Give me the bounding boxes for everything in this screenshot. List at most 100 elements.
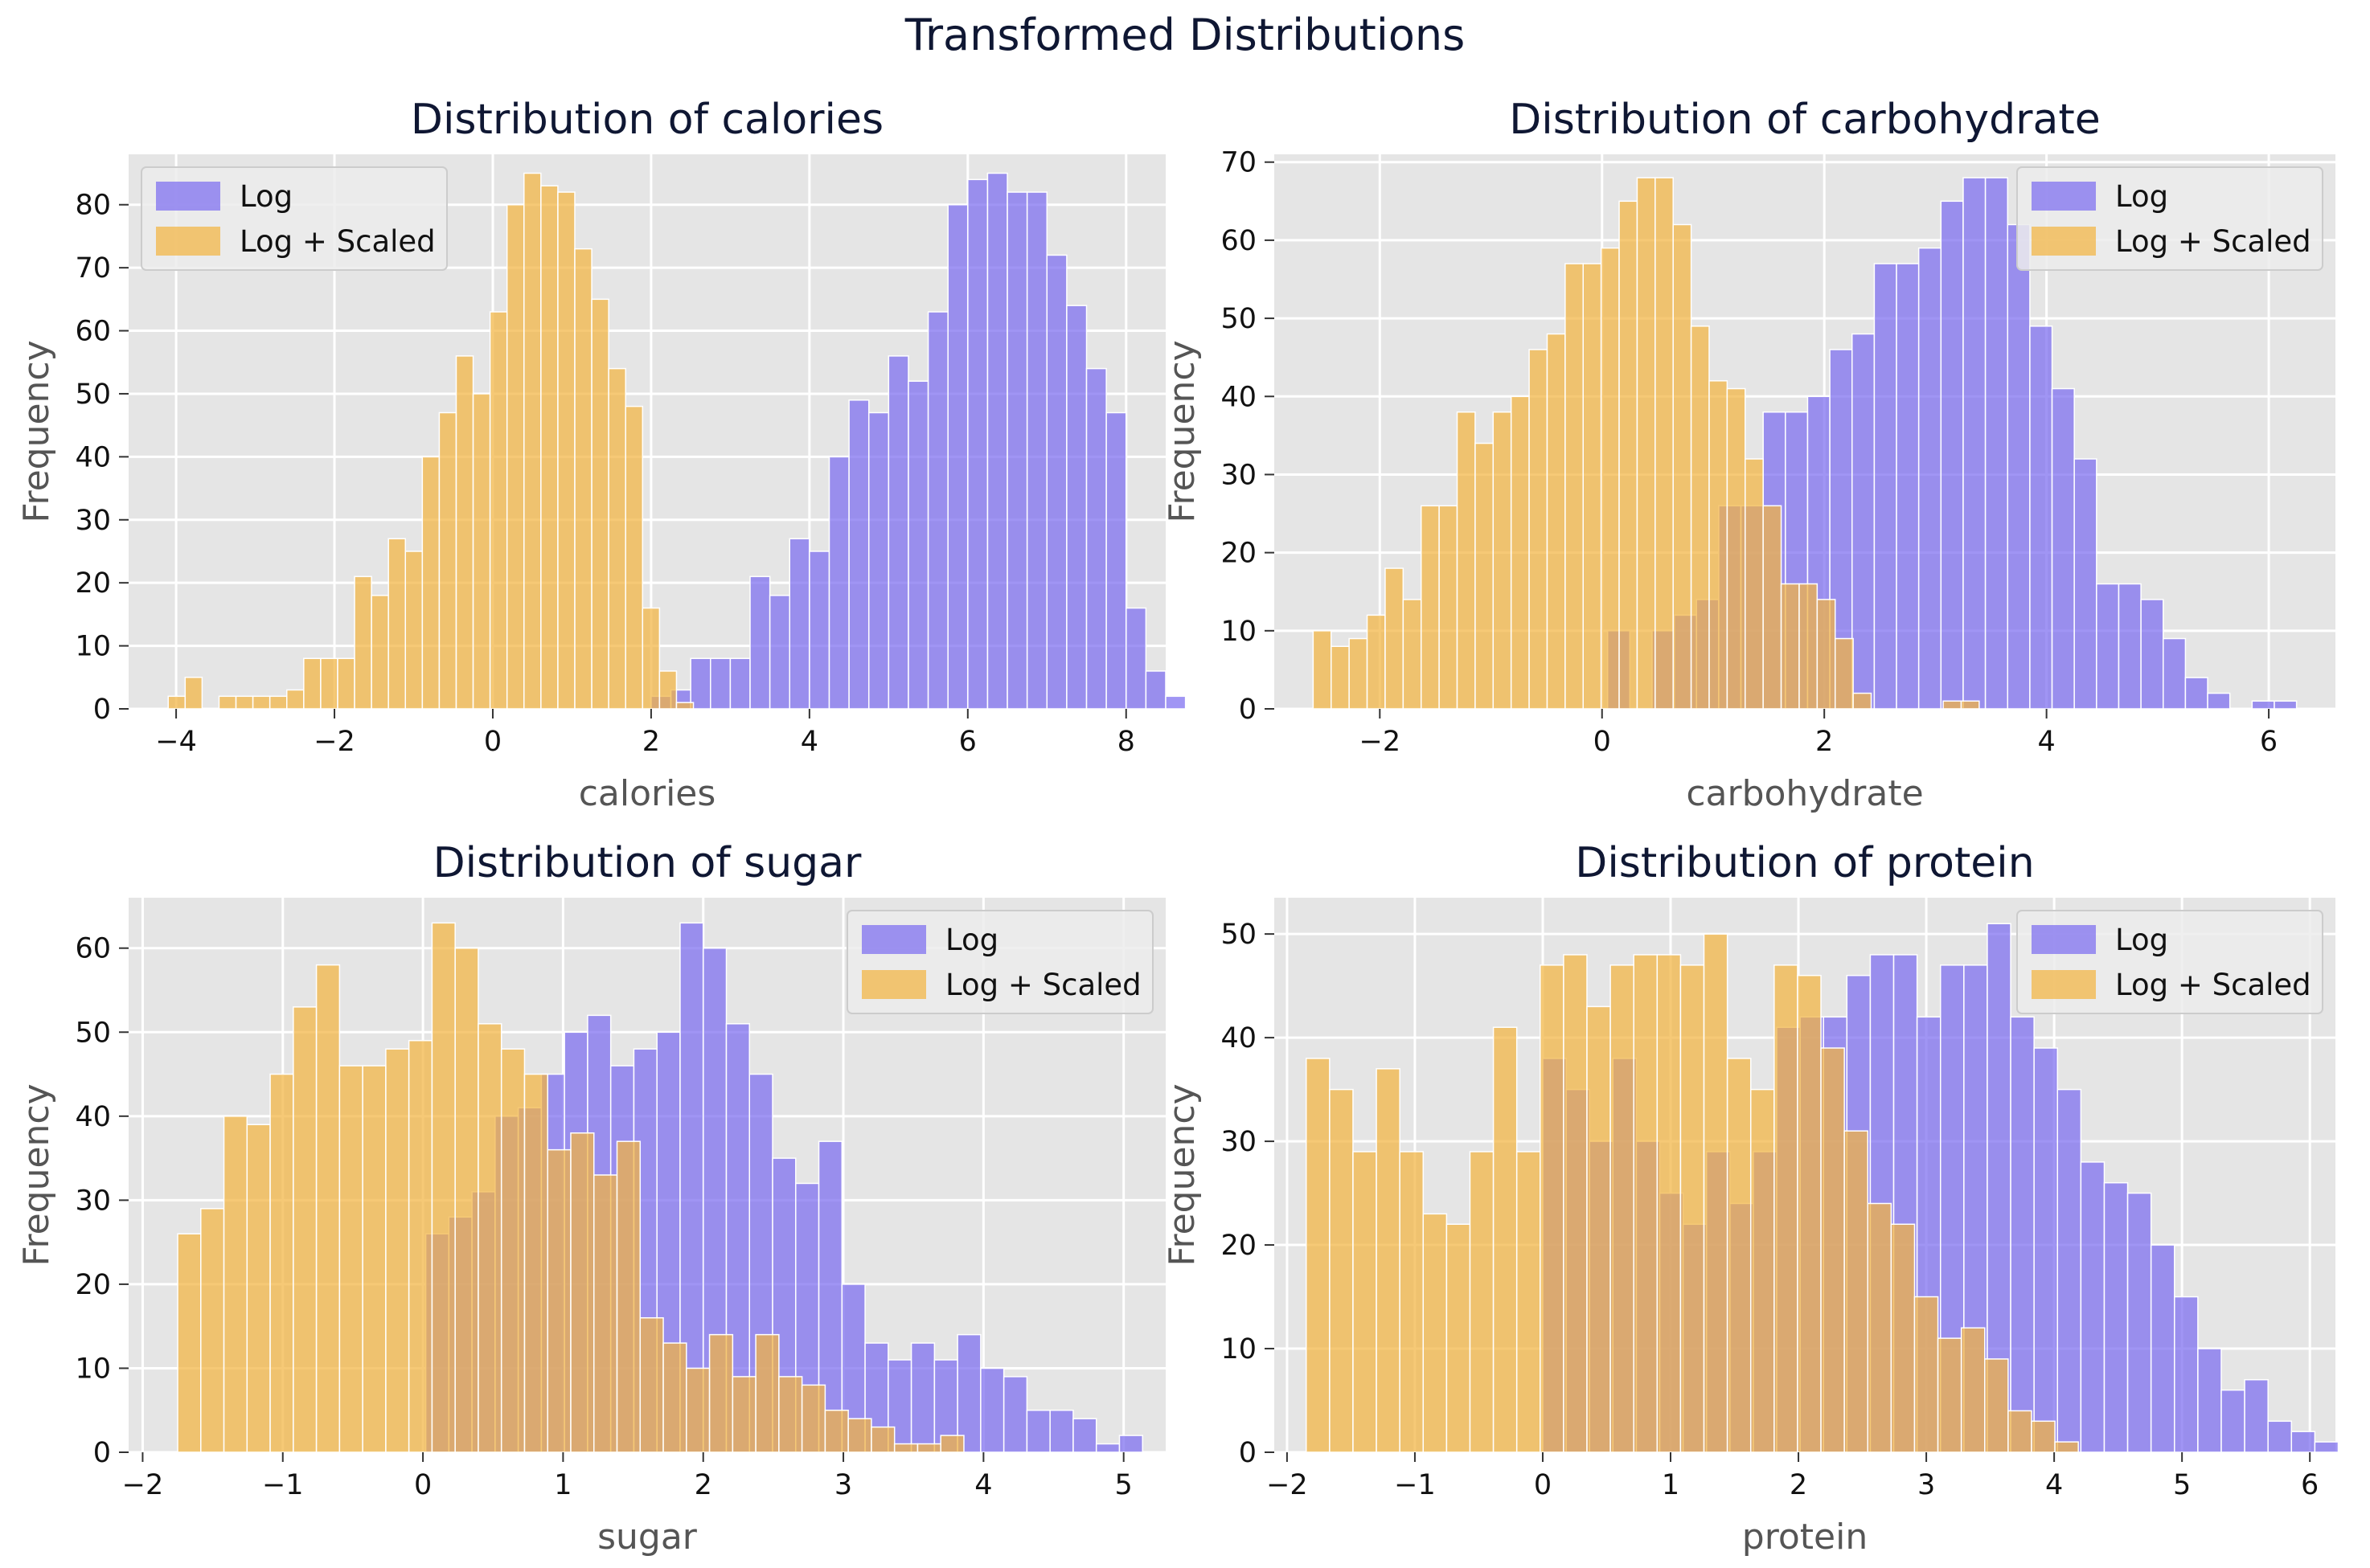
histogram-bar (2126, 1192, 2152, 1453)
histogram-bar (223, 1116, 248, 1453)
x-tick-label: 3 (834, 1469, 852, 1501)
histogram-bar (293, 1006, 318, 1453)
histogram-bar (315, 964, 341, 1453)
histogram-bar (947, 203, 969, 710)
histogram-bar (1636, 177, 1656, 710)
y-tick-label: 0 (1239, 1437, 1257, 1469)
histogram-bar (540, 185, 559, 710)
histogram-bar (338, 1065, 363, 1453)
histogram-bar (1726, 387, 1746, 710)
histogram-bar (385, 1048, 410, 1453)
histogram-bar (888, 355, 909, 710)
histogram-bar (1066, 305, 1088, 710)
x-tick-label: −2 (314, 726, 355, 758)
histogram-bar (1672, 223, 1692, 710)
histogram-bar (1026, 191, 1048, 710)
histogram-bar (1600, 247, 1620, 710)
histogram-bar (1867, 1202, 1892, 1453)
histogram-bar (2118, 583, 2142, 710)
histogram-bar (1984, 177, 2009, 710)
histogram-bar (1366, 614, 1386, 710)
y-tick-label: 30 (75, 1185, 111, 1217)
legend: Log Log + Scaled (2016, 166, 2323, 271)
histogram-bar (957, 1333, 982, 1453)
legend-swatch-log (2032, 925, 2096, 954)
x-tick-label: 0 (1593, 726, 1611, 758)
histogram-bar (1654, 177, 1674, 710)
legend-swatch-scaled (156, 227, 220, 256)
x-tick-label: 2 (642, 726, 660, 758)
histogram-bar (2244, 1378, 2269, 1453)
y-tick-label: 20 (1220, 1230, 1257, 1262)
x-tick-label: 4 (974, 1469, 992, 1501)
histogram-bar (1679, 964, 1705, 1453)
histogram-bar (1312, 630, 1332, 710)
y-tick-label: 60 (75, 316, 111, 348)
histogram-bar (893, 1443, 919, 1453)
histogram-bar (1348, 637, 1368, 710)
histogram-bar (1942, 700, 1962, 710)
legend: Log Log + Scaled (2016, 910, 2323, 1014)
subplot-4: −2 −1 0 1 2 3 4 5 6 0 10 20 30 40 50 Distribution of pr… (1162, 839, 2339, 1558)
legend-label-scaled: Log + Scaled (2115, 224, 2311, 259)
y-tick-label: 70 (75, 252, 111, 285)
x-tick-label: −2 (1359, 726, 1401, 758)
y-tick-label: 0 (93, 694, 111, 726)
histogram-bar (1633, 954, 1659, 1453)
histogram-bar (1049, 1409, 1074, 1453)
histogram-bar (1745, 458, 1764, 710)
subplot-title: Distribution of carbohydrate (1509, 96, 2101, 144)
legend-label-scaled: Log + Scaled (240, 224, 436, 259)
histogram-bar (940, 1435, 965, 1453)
x-tick-label: 4 (2037, 726, 2055, 758)
x-tick-label: 5 (1115, 1469, 1133, 1501)
x-tick-label: 1 (1662, 1469, 1679, 1501)
histogram-bar (2010, 1016, 2035, 1453)
legend-swatch-log (862, 925, 926, 954)
histogram-bar (639, 1316, 664, 1453)
histogram-bar (616, 1140, 642, 1453)
histogram-bar (2056, 1088, 2082, 1453)
series-log (650, 172, 1187, 710)
x-tick-label: −1 (1394, 1469, 1436, 1501)
histogram-bar (408, 1039, 433, 1453)
y-tick-label: 20 (75, 1269, 111, 1301)
histogram-bar (910, 1342, 936, 1453)
histogram-bar (1798, 583, 1819, 710)
histogram-bar (371, 595, 389, 710)
histogram-bar (867, 411, 890, 710)
histogram-bar (1690, 325, 1710, 710)
histogram-bar (927, 311, 949, 710)
histogram-bar (1118, 1435, 1143, 1453)
histogram-bar (1726, 1058, 1752, 1453)
histogram-bar (1896, 263, 1920, 710)
histogram-bar (1007, 191, 1028, 710)
histogram-bar (2073, 458, 2097, 710)
histogram-bar (1046, 254, 1068, 710)
histogram-bar (778, 1376, 803, 1453)
x-tick-label: 0 (1534, 1469, 1552, 1501)
histogram-bar (421, 456, 441, 710)
x-tick-label: 6 (2260, 726, 2278, 758)
y-tick-label: 50 (1220, 303, 1257, 335)
histogram-bar (1960, 700, 1980, 710)
histogram-bar (2251, 700, 2275, 710)
histogram-bar (2054, 1441, 2079, 1453)
histogram-bar (269, 695, 288, 710)
histogram-bar (523, 1073, 548, 1453)
histogram-bar (1329, 1088, 1354, 1453)
x-axis-label: carbohydrate (1686, 773, 1923, 814)
legend-label-log: Log (945, 923, 998, 957)
y-tick-label: 60 (75, 933, 111, 965)
histogram-bar (2051, 387, 2075, 710)
histogram-bar (1165, 695, 1187, 710)
subplot-title: Distribution of sugar (433, 839, 862, 887)
series-scaled (177, 922, 965, 1453)
histogram-bar (235, 695, 254, 710)
histogram-bar (1563, 954, 1588, 1453)
histogram-bar (1852, 692, 1872, 710)
histogram-bar (455, 355, 474, 710)
histogram-bar (200, 1208, 225, 1453)
